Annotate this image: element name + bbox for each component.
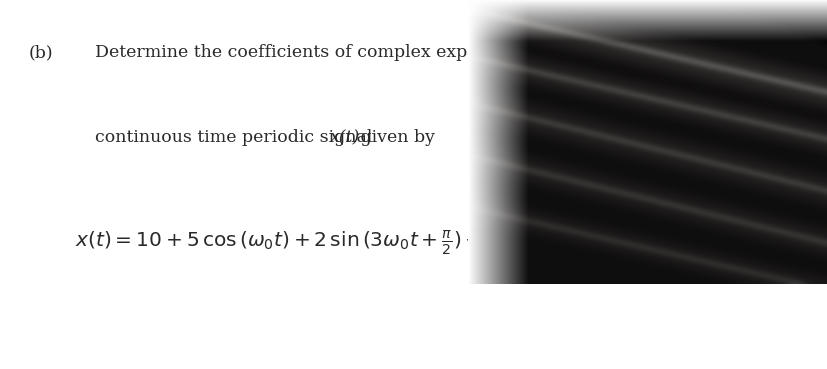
Text: $x(t) = 10 + 5\,\mathrm{cos}\,(\omega_0 t) + 2\,\mathrm{sin}\,(3\omega_0 t + \fr: $x(t) = 10 + 5\,\mathrm{cos}\,(\omega_0 … <box>74 229 580 257</box>
Text: (b): (b) <box>29 44 54 61</box>
Text: continuous time periodic signal: continuous time periodic signal <box>95 129 378 146</box>
Text: Determine the coefficients of complex exponential for Fourier Series for a: Determine the coefficients of complex ex… <box>95 44 748 61</box>
Text: x(t): x(t) <box>329 129 360 146</box>
Text: given by: given by <box>355 129 435 146</box>
